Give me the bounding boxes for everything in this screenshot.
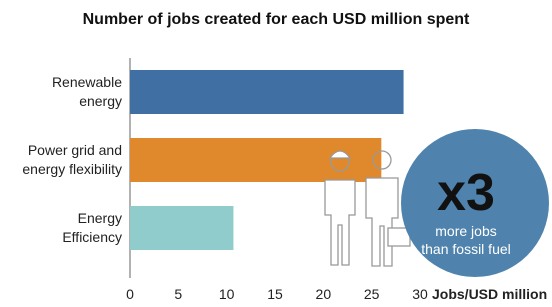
- x-tick-label: 0: [126, 286, 134, 302]
- x-tick-label: 15: [267, 286, 283, 302]
- x-axis-label: Jobs/USD million: [432, 286, 547, 302]
- x-tick-label: 30: [412, 286, 428, 302]
- y-tick-label: Energy Efficiency: [0, 209, 122, 247]
- x-tick-label: 10: [219, 286, 235, 302]
- x-tick-label: 20: [316, 286, 332, 302]
- x-tick-label: 5: [174, 286, 182, 302]
- bar: [130, 138, 381, 182]
- x-tick-label: 25: [364, 286, 380, 302]
- y-tick-label: Power grid and energy flexibility: [0, 141, 122, 179]
- callout-text: more jobs: [435, 223, 496, 239]
- y-tick-label: Renewable energy: [0, 73, 122, 111]
- callout-big: x3: [437, 164, 495, 222]
- chart: Number of jobs created for each USD mill…: [0, 0, 552, 307]
- chart-title: Number of jobs created for each USD mill…: [83, 11, 470, 28]
- bar: [130, 206, 233, 250]
- callout-text: than fossil fuel: [421, 241, 511, 257]
- bar: [130, 70, 404, 114]
